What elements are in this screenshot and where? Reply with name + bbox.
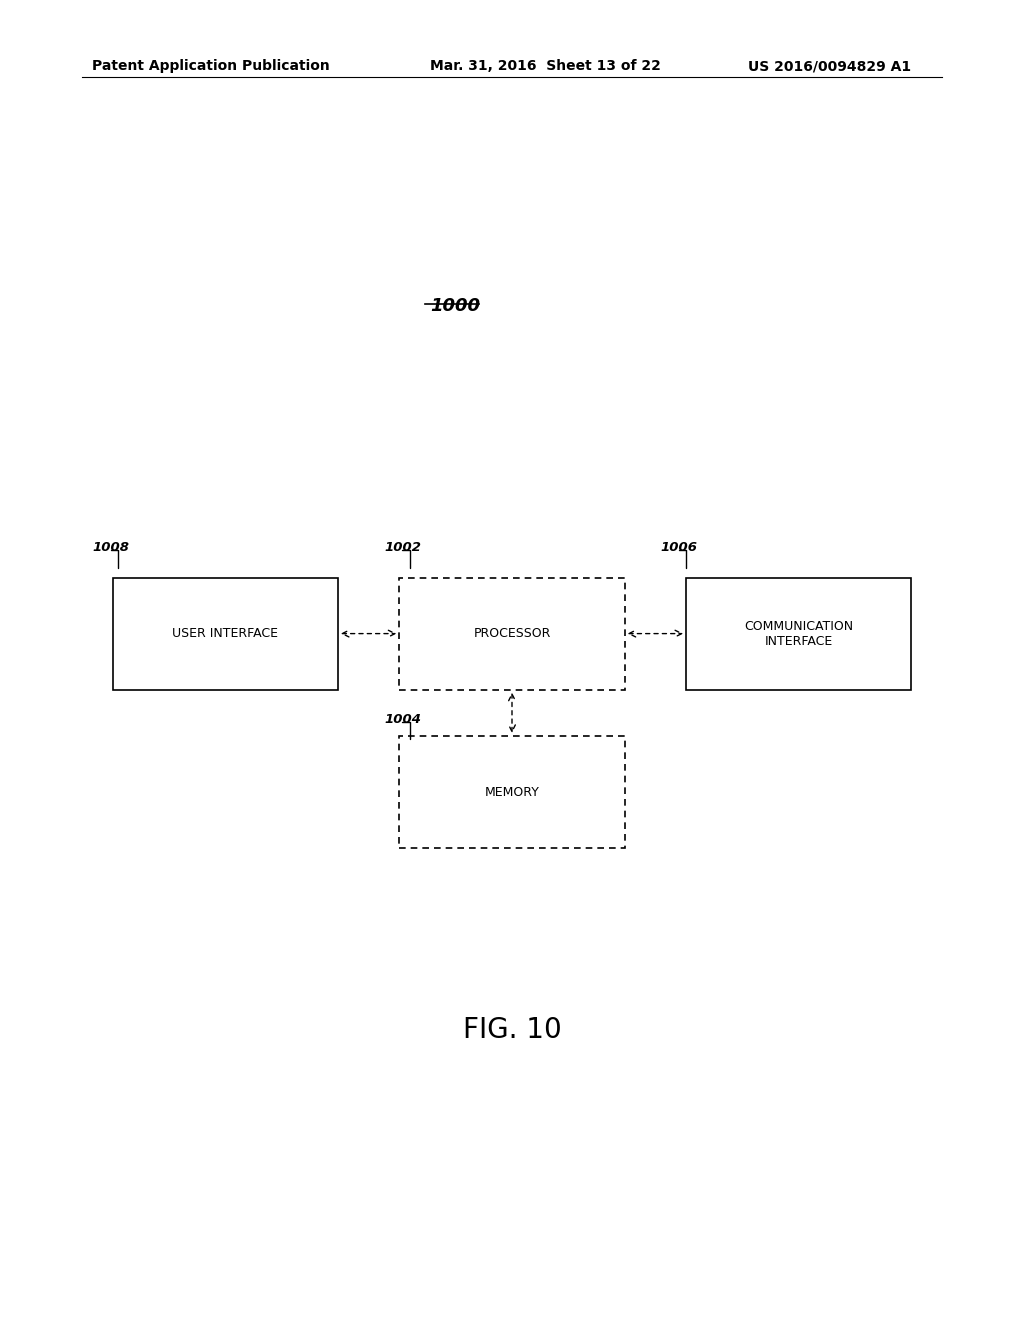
FancyBboxPatch shape xyxy=(399,578,625,689)
Text: COMMUNICATION
INTERFACE: COMMUNICATION INTERFACE xyxy=(744,619,853,648)
Text: PROCESSOR: PROCESSOR xyxy=(473,627,551,640)
Text: MEMORY: MEMORY xyxy=(484,785,540,799)
FancyBboxPatch shape xyxy=(113,578,338,689)
Text: Mar. 31, 2016  Sheet 13 of 22: Mar. 31, 2016 Sheet 13 of 22 xyxy=(430,59,660,74)
Text: 1000: 1000 xyxy=(430,297,480,315)
Text: 1002: 1002 xyxy=(384,541,421,554)
Text: USER INTERFACE: USER INTERFACE xyxy=(172,627,279,640)
Text: Patent Application Publication: Patent Application Publication xyxy=(92,59,330,74)
FancyBboxPatch shape xyxy=(399,737,625,847)
Text: US 2016/0094829 A1: US 2016/0094829 A1 xyxy=(748,59,910,74)
Text: 1008: 1008 xyxy=(92,541,129,554)
Text: 1004: 1004 xyxy=(384,713,421,726)
FancyBboxPatch shape xyxy=(686,578,911,689)
Text: 1006: 1006 xyxy=(660,541,697,554)
Text: FIG. 10: FIG. 10 xyxy=(463,1015,561,1044)
